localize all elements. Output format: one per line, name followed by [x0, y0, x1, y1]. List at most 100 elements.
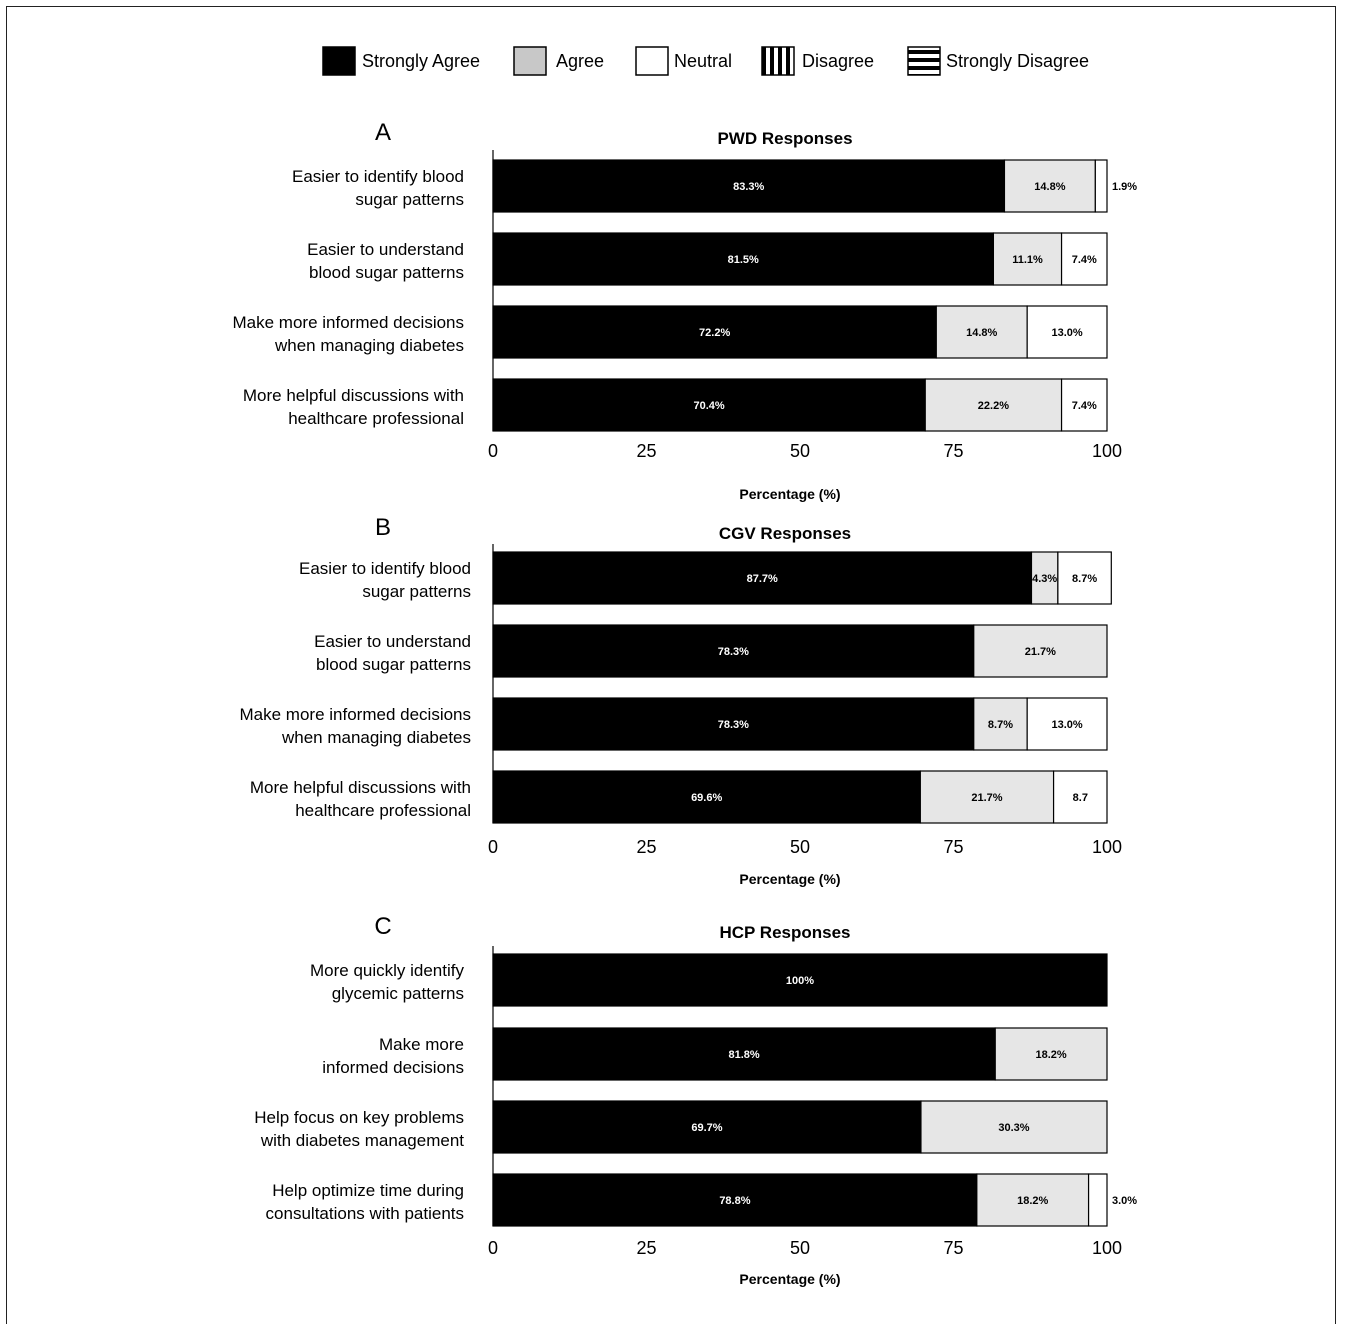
x-tick-label: 100: [1092, 1238, 1122, 1258]
category-label: Easier to identify blood: [299, 559, 471, 578]
data-label: 7.4%: [1072, 254, 1097, 266]
bar-segment-strongly-agree: [492, 1027, 996, 1081]
data-label: 18.2%: [1036, 1049, 1067, 1061]
data-label: 21.7%: [1025, 646, 1056, 658]
data-label: 7.4%: [1072, 400, 1097, 412]
data-label: 4.3%: [1032, 573, 1057, 585]
bar-segment-agree: [973, 697, 1028, 751]
category-label: healthcare professional: [295, 801, 471, 820]
category-label: Help focus on key problems: [254, 1108, 464, 1127]
bar-segment-agree: [1030, 551, 1059, 605]
x-axis-title: Percentage (%): [739, 871, 840, 887]
category-label: informed decisions: [322, 1058, 464, 1077]
bar-segment-strongly-agree: [492, 232, 995, 286]
bar-segment-strongly-agree: [492, 624, 975, 678]
bar-segment-strongly-agree: [492, 305, 937, 359]
bar-segment-strongly-agree: [492, 697, 975, 751]
category-label: Make more informed decisions: [240, 705, 471, 724]
x-tick-label: 50: [790, 837, 810, 857]
category-label: blood sugar patterns: [316, 655, 471, 674]
legend-swatch-vertical-stripes: [761, 46, 795, 76]
category-label: More helpful discussions with: [243, 386, 464, 405]
x-tick-label: 0: [488, 837, 498, 857]
panel-b: B CGV Responses Easier to identify blood su…: [240, 514, 1123, 887]
bar-segment-neutral: [1057, 551, 1112, 605]
category-label: Make more informed decisions: [233, 313, 464, 332]
x-tick-label: 50: [790, 1238, 810, 1258]
legend-swatch-white: [635, 46, 669, 76]
data-label: 1.9%: [1112, 181, 1137, 193]
panel-title: CGV Responses: [719, 524, 851, 543]
data-label: 18.2%: [1017, 1195, 1048, 1207]
legend-label: Disagree: [802, 51, 874, 71]
bar-segment-agree: [924, 378, 1063, 432]
data-label: 69.6%: [691, 792, 722, 804]
bar-segment-neutral: [1094, 159, 1108, 213]
bar-segment-neutral: [1026, 305, 1108, 359]
data-label: 8.7%: [1072, 573, 1097, 585]
bar-segment-neutral: [1060, 378, 1108, 432]
panel-letter: A: [375, 119, 391, 146]
data-label: 14.8%: [1034, 181, 1065, 193]
x-tick-label: 100: [1092, 837, 1122, 857]
x-tick-label: 0: [488, 1238, 498, 1258]
panel-a: A PWD Responses Easier to identify blood su…: [233, 119, 1138, 502]
figure-frame: [6, 6, 1336, 1324]
data-label: 8.7%: [988, 719, 1013, 731]
x-tick-label: 75: [943, 441, 963, 461]
category-label: Easier to identify blood: [292, 167, 464, 186]
category-label: blood sugar patterns: [309, 263, 464, 282]
category-label: Help optimize time during: [272, 1181, 464, 1200]
data-label: 14.8%: [966, 327, 997, 339]
bar-segment-strongly-agree: [492, 159, 1006, 213]
data-label: 8.7: [1073, 792, 1088, 804]
bar-segment-strongly-agree: [492, 1100, 922, 1154]
x-axis-title: Percentage (%): [739, 486, 840, 502]
bar-segment-neutral: [1060, 232, 1108, 286]
data-label: 100%: [786, 975, 814, 987]
x-tick-label: 100: [1092, 441, 1122, 461]
x-tick-label: 50: [790, 441, 810, 461]
legend-label: Strongly Disagree: [946, 51, 1089, 71]
panel-letter: B: [375, 514, 391, 541]
category-label: More quickly identify: [310, 961, 465, 980]
data-label: 69.7%: [691, 1122, 722, 1134]
legend: Strongly Agree Agree Neutral Disagree Strong…: [322, 46, 1089, 76]
chart-panels: A PWD Responses Easier to identify blood su…: [233, 119, 1138, 1287]
legend-label: Agree: [556, 51, 604, 71]
data-label: 3.0%: [1112, 1195, 1137, 1207]
data-label: 78.8%: [719, 1195, 750, 1207]
bar-segment-agree: [919, 770, 1055, 824]
bar-segment-agree: [973, 624, 1108, 678]
data-label: 22.2%: [978, 400, 1009, 412]
category-label: sugar patterns: [362, 582, 471, 601]
data-label: 13.0%: [1051, 719, 1082, 731]
x-tick-label: 25: [636, 441, 656, 461]
bar-segment-agree: [920, 1100, 1108, 1154]
bar-segment-neutral: [1052, 770, 1108, 824]
data-label: 81.5%: [728, 254, 759, 266]
bar-segment-agree: [976, 1173, 1090, 1227]
category-label: Easier to understand: [307, 240, 464, 259]
x-tick-label: 0: [488, 441, 498, 461]
category-label: when managing diabetes: [274, 336, 464, 355]
bar-segment-agree: [994, 1027, 1108, 1081]
panel-c: C HCP Responses More quickly identify glyce…: [254, 913, 1137, 1287]
x-tick-label: 25: [636, 837, 656, 857]
data-label: 78.3%: [718, 646, 749, 658]
data-label: 11.1%: [1012, 254, 1043, 266]
legend-swatch-solid-black: [322, 46, 356, 76]
data-label: 72.2%: [699, 327, 730, 339]
legend-swatch-horizontal-stripes: [907, 46, 941, 76]
x-tick-label: 25: [636, 1238, 656, 1258]
category-label: consultations with patients: [266, 1204, 464, 1223]
category-label: with diabetes management: [260, 1131, 464, 1150]
data-label: 30.3%: [998, 1122, 1029, 1134]
bar-segment-strongly-agree: [492, 551, 1033, 605]
x-tick-label: 75: [943, 837, 963, 857]
legend-label: Strongly Agree: [362, 51, 480, 71]
category-label: sugar patterns: [355, 190, 464, 209]
bar-segment-agree: [1003, 159, 1096, 213]
bar-segment-strongly-agree: [492, 1173, 978, 1227]
